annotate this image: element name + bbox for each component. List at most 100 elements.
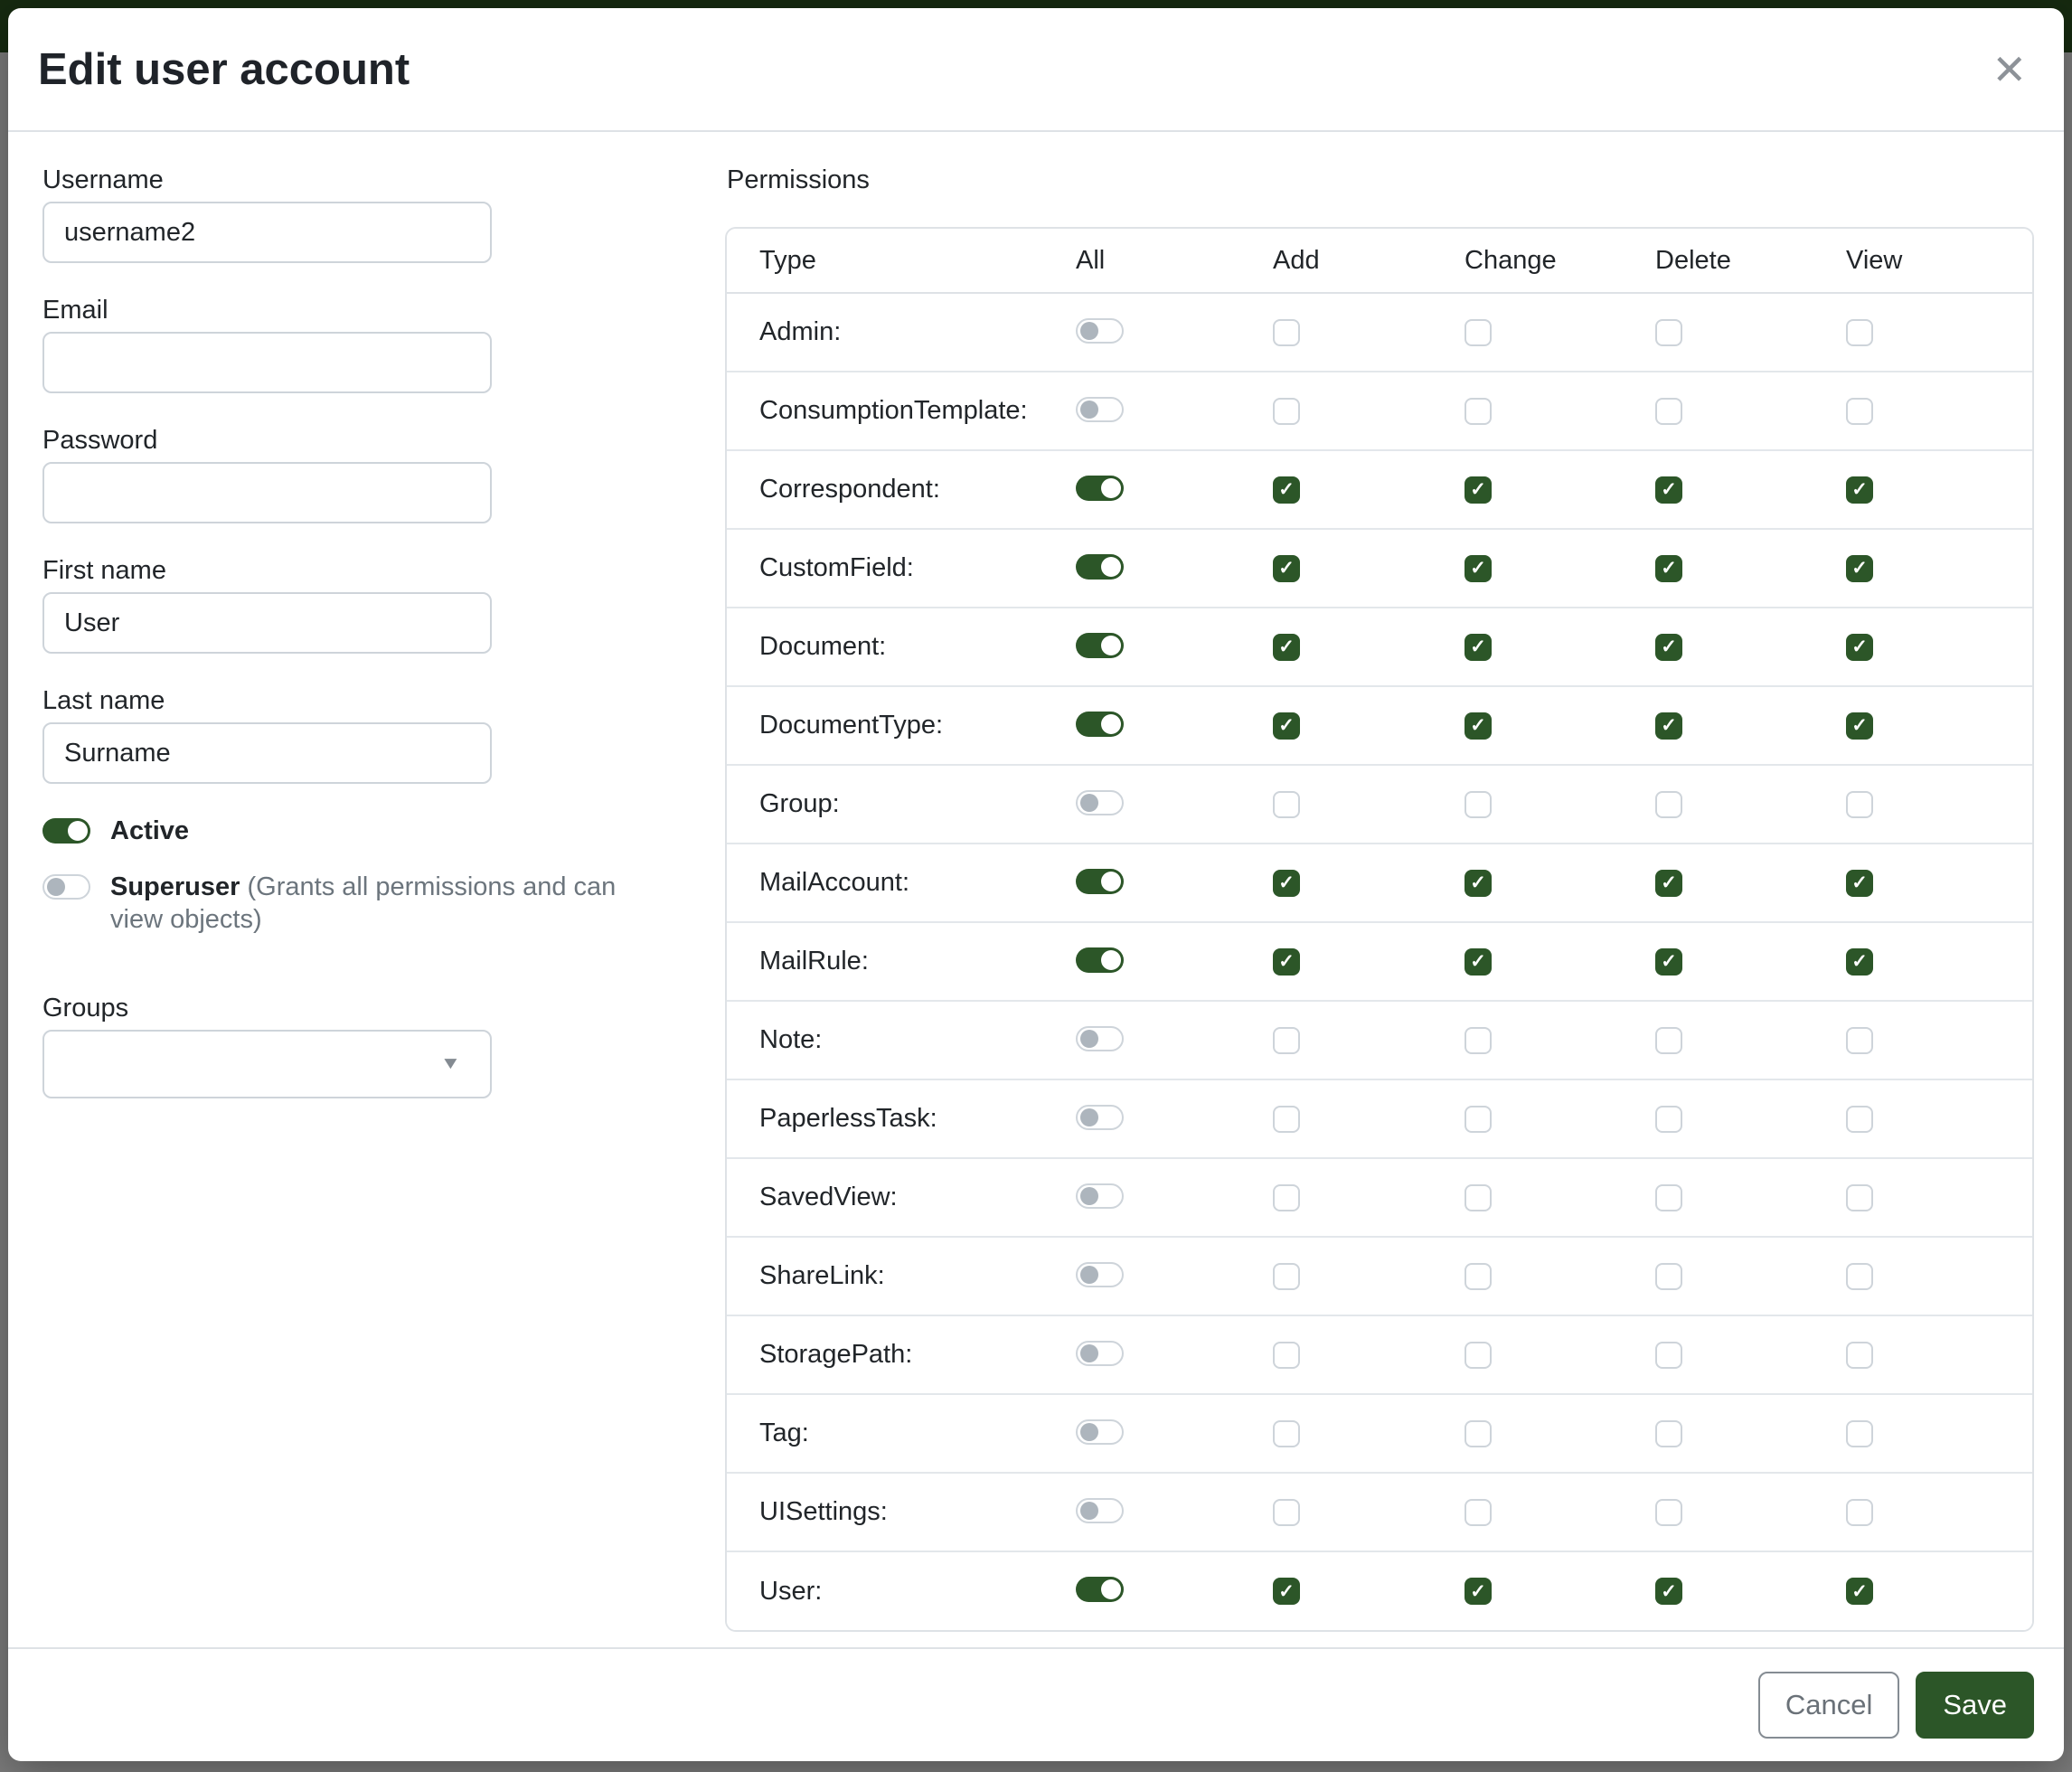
permission-all-toggle[interactable] xyxy=(1076,1497,1124,1523)
permission-change-checkbox[interactable] xyxy=(1465,1105,1492,1133)
groups-select[interactable]: ▼ xyxy=(42,1030,492,1098)
permission-change-checkbox[interactable]: ✓ xyxy=(1465,712,1492,740)
permission-add-checkbox[interactable]: ✓ xyxy=(1273,869,1300,897)
active-toggle[interactable] xyxy=(42,818,90,844)
permission-change-checkbox[interactable] xyxy=(1465,1026,1492,1054)
permission-all-toggle[interactable] xyxy=(1076,711,1124,737)
permission-change-checkbox[interactable]: ✓ xyxy=(1465,1578,1492,1605)
permission-all-toggle[interactable] xyxy=(1076,1261,1124,1287)
cancel-button[interactable]: Cancel xyxy=(1757,1672,1900,1739)
permission-change-checkbox[interactable] xyxy=(1465,1183,1492,1211)
email-field[interactable] xyxy=(42,332,492,393)
column-header-delete: Delete xyxy=(1623,229,1813,294)
permission-view-checkbox[interactable]: ✓ xyxy=(1846,633,1873,661)
last-name-field[interactable] xyxy=(42,722,492,784)
permission-add-checkbox[interactable]: ✓ xyxy=(1273,1578,1300,1605)
permission-view-checkbox[interactable] xyxy=(1846,790,1873,818)
permission-change-checkbox[interactable] xyxy=(1465,790,1492,818)
permission-add-checkbox[interactable]: ✓ xyxy=(1273,554,1300,582)
permission-delete-checkbox[interactable] xyxy=(1655,1026,1682,1054)
permission-delete-checkbox[interactable] xyxy=(1655,790,1682,818)
permission-delete-checkbox[interactable] xyxy=(1655,318,1682,346)
permission-delete-checkbox[interactable]: ✓ xyxy=(1655,869,1682,897)
permission-delete-checkbox[interactable]: ✓ xyxy=(1655,633,1682,661)
username-input[interactable] xyxy=(42,202,492,263)
permission-all-toggle[interactable] xyxy=(1076,475,1124,501)
permission-all-toggle[interactable] xyxy=(1076,396,1124,422)
permission-add-checkbox[interactable] xyxy=(1273,790,1300,818)
permission-delete-checkbox[interactable] xyxy=(1655,1262,1682,1290)
permission-view-checkbox[interactable]: ✓ xyxy=(1846,947,1873,976)
superuser-toggle[interactable] xyxy=(42,874,90,900)
permission-all-toggle[interactable] xyxy=(1076,1025,1124,1051)
permission-change-checkbox[interactable]: ✓ xyxy=(1465,947,1492,976)
permission-view-checkbox[interactable] xyxy=(1846,1341,1873,1369)
permission-view-checkbox[interactable] xyxy=(1846,397,1873,425)
permission-view-checkbox[interactable] xyxy=(1846,1183,1873,1211)
permission-add-checkbox[interactable] xyxy=(1273,1419,1300,1447)
permission-add-checkbox[interactable] xyxy=(1273,1183,1300,1211)
permission-add-checkbox[interactable]: ✓ xyxy=(1273,947,1300,976)
permission-view-checkbox[interactable] xyxy=(1846,318,1873,346)
permission-all-toggle[interactable] xyxy=(1076,868,1124,894)
permission-all-toggle[interactable] xyxy=(1076,947,1124,973)
permission-all-toggle[interactable] xyxy=(1076,1577,1124,1602)
permission-delete-checkbox[interactable] xyxy=(1655,1498,1682,1526)
permission-all-toggle[interactable] xyxy=(1076,553,1124,580)
permission-add-checkbox[interactable]: ✓ xyxy=(1273,712,1300,740)
chevron-down-icon: ▼ xyxy=(439,1054,462,1073)
permission-add-checkbox[interactable]: ✓ xyxy=(1273,476,1300,504)
permission-add-checkbox[interactable] xyxy=(1273,1026,1300,1054)
permission-add-checkbox[interactable] xyxy=(1273,1341,1300,1369)
permission-view-checkbox[interactable]: ✓ xyxy=(1846,1578,1873,1605)
permission-all-toggle[interactable] xyxy=(1076,632,1124,658)
permission-all-toggle[interactable] xyxy=(1076,317,1124,344)
permission-view-checkbox[interactable]: ✓ xyxy=(1846,554,1873,582)
permission-view-checkbox[interactable] xyxy=(1846,1498,1873,1526)
permission-all-toggle[interactable] xyxy=(1076,1183,1124,1209)
permission-delete-checkbox[interactable] xyxy=(1655,397,1682,425)
column-header-type: Type xyxy=(727,229,1043,294)
permission-type-label: ShareLink: xyxy=(727,1236,1043,1315)
permission-delete-checkbox[interactable]: ✓ xyxy=(1655,476,1682,504)
permission-add-checkbox[interactable] xyxy=(1273,1105,1300,1133)
permission-delete-checkbox[interactable]: ✓ xyxy=(1655,947,1682,976)
permission-change-checkbox[interactable] xyxy=(1465,1341,1492,1369)
permission-delete-checkbox[interactable] xyxy=(1655,1183,1682,1211)
permission-add-checkbox[interactable] xyxy=(1273,397,1300,425)
permission-add-checkbox[interactable] xyxy=(1273,318,1300,346)
permission-view-checkbox[interactable]: ✓ xyxy=(1846,712,1873,740)
permission-delete-checkbox[interactable]: ✓ xyxy=(1655,712,1682,740)
permission-all-toggle[interactable] xyxy=(1076,1104,1124,1130)
permission-all-toggle[interactable] xyxy=(1076,789,1124,815)
permission-change-checkbox[interactable]: ✓ xyxy=(1465,869,1492,897)
permission-change-checkbox[interactable] xyxy=(1465,318,1492,346)
permission-all-toggle[interactable] xyxy=(1076,1340,1124,1366)
permission-change-checkbox[interactable] xyxy=(1465,397,1492,425)
password-field[interactable] xyxy=(42,462,492,523)
permission-delete-checkbox[interactable]: ✓ xyxy=(1655,554,1682,582)
save-button[interactable]: Save xyxy=(1916,1672,2034,1739)
permission-view-checkbox[interactable] xyxy=(1846,1105,1873,1133)
permission-delete-checkbox[interactable] xyxy=(1655,1105,1682,1133)
permission-add-checkbox[interactable] xyxy=(1273,1262,1300,1290)
permission-add-checkbox[interactable]: ✓ xyxy=(1273,633,1300,661)
permission-delete-checkbox[interactable] xyxy=(1655,1341,1682,1369)
permission-view-checkbox[interactable]: ✓ xyxy=(1846,869,1873,897)
permission-view-checkbox[interactable]: ✓ xyxy=(1846,476,1873,504)
permission-change-checkbox[interactable]: ✓ xyxy=(1465,554,1492,582)
permission-view-checkbox[interactable] xyxy=(1846,1026,1873,1054)
permission-add-checkbox[interactable] xyxy=(1273,1498,1300,1526)
permission-change-checkbox[interactable] xyxy=(1465,1498,1492,1526)
permission-view-checkbox[interactable] xyxy=(1846,1419,1873,1447)
permission-change-checkbox[interactable]: ✓ xyxy=(1465,476,1492,504)
permission-delete-checkbox[interactable]: ✓ xyxy=(1655,1578,1682,1605)
permission-change-checkbox[interactable]: ✓ xyxy=(1465,633,1492,661)
permission-change-checkbox[interactable] xyxy=(1465,1262,1492,1290)
permission-delete-checkbox[interactable] xyxy=(1655,1419,1682,1447)
permission-change-checkbox[interactable] xyxy=(1465,1419,1492,1447)
first-name-field[interactable] xyxy=(42,592,492,654)
permission-all-toggle[interactable] xyxy=(1076,1419,1124,1445)
close-icon[interactable]: ✕ xyxy=(1984,45,2034,94)
permission-view-checkbox[interactable] xyxy=(1846,1262,1873,1290)
